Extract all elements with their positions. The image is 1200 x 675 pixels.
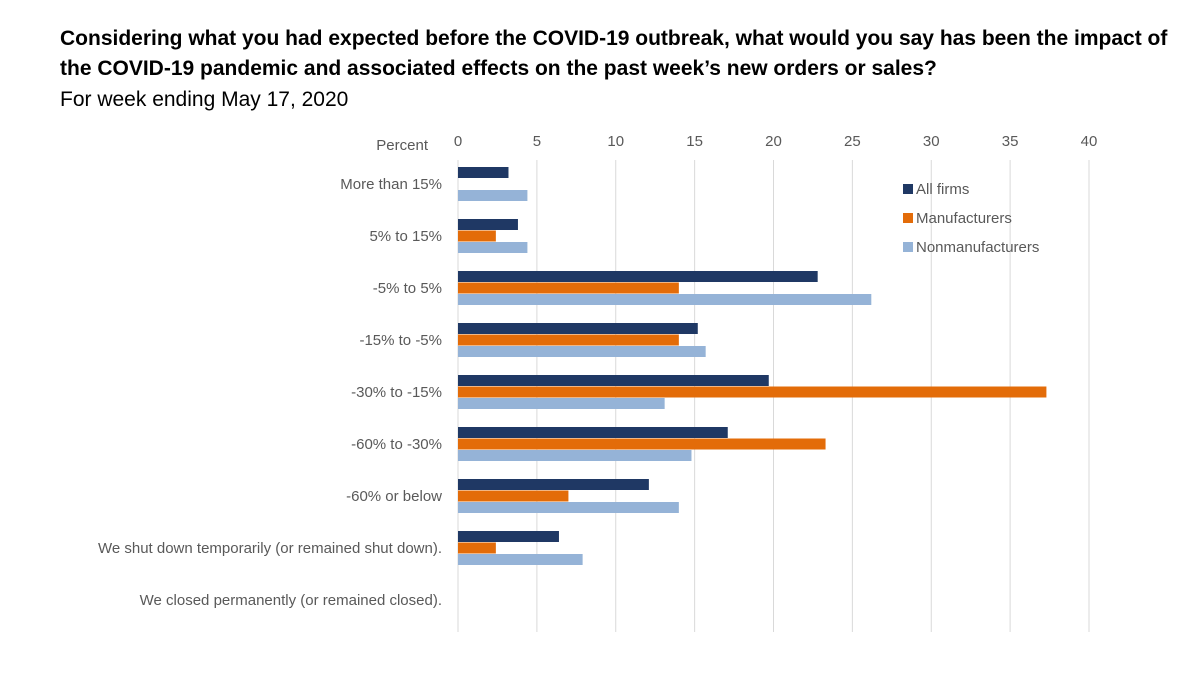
bar-all-firms [458,219,518,230]
bar-manufacturers [458,282,679,294]
category-label: We closed permanently (or remained close… [140,592,442,609]
bar-manufacturers [458,438,826,450]
legend-label: Nonmanufacturers [916,239,1039,256]
category-label: More than 15% [340,176,442,193]
category-label: 5% to 15% [369,228,442,245]
bar-nonmanufacturers [458,294,872,305]
x-tick-label: 25 [844,133,861,150]
bar-manufacturers [458,230,496,242]
category-label: -60% or below [346,488,442,505]
category-label: -30% to -15% [351,384,442,401]
bar-all-firms [458,479,649,490]
legend-label: Manufacturers [916,210,1012,227]
bar-all-firms [458,323,698,334]
legend: All firms Manufacturers Nonmanufacturers [903,181,1039,256]
bar-nonmanufacturers [458,502,679,513]
axis-label: Percent [376,137,429,154]
bar-manufacturers [458,542,496,554]
chart-title: Considering what you had expected before… [60,27,1168,80]
bar-nonmanufacturers [458,398,665,409]
category-labels: More than 15% 5% to 15% -5% to 5% -15% to -… [98,176,442,609]
bars [458,167,1047,565]
x-tick-label: 15 [686,133,703,150]
legend-swatch [903,242,913,252]
legend-label: All firms [916,181,969,198]
bar-nonmanufacturers [458,346,706,357]
bar-nonmanufacturers [458,190,528,201]
category-label: We shut down temporarily (or remained sh… [98,540,442,557]
x-tick-label: 30 [923,133,940,150]
bar-all-firms [458,427,728,438]
bar-manufacturers [458,386,1047,398]
x-tick-label: 40 [1081,133,1098,150]
category-label: -60% to -30% [351,436,442,453]
x-tick-label: 0 [454,133,462,150]
x-tick-label: 20 [765,133,782,150]
legend-swatch [903,213,913,223]
bar-all-firms [458,271,818,282]
bar-all-firms [458,375,769,386]
x-tick-label: 5 [533,133,541,150]
x-tick-label: 35 [1002,133,1019,150]
bar-manufacturers [458,334,679,346]
bar-all-firms [458,167,509,178]
category-label: -15% to -5% [359,332,442,349]
x-axis-tick-labels: 0 5 10 15 20 25 30 35 40 [454,133,1098,150]
bar-nonmanufacturers [458,450,692,461]
bar-all-firms [458,531,559,542]
chart-subtitle: For week ending May 17, 2020 [60,88,349,111]
bar-manufacturers [458,490,569,502]
x-tick-label: 10 [607,133,624,150]
category-label: -5% to 5% [373,280,442,297]
legend-swatch [903,184,913,194]
bar-nonmanufacturers [458,554,583,565]
bar-nonmanufacturers [458,242,528,253]
